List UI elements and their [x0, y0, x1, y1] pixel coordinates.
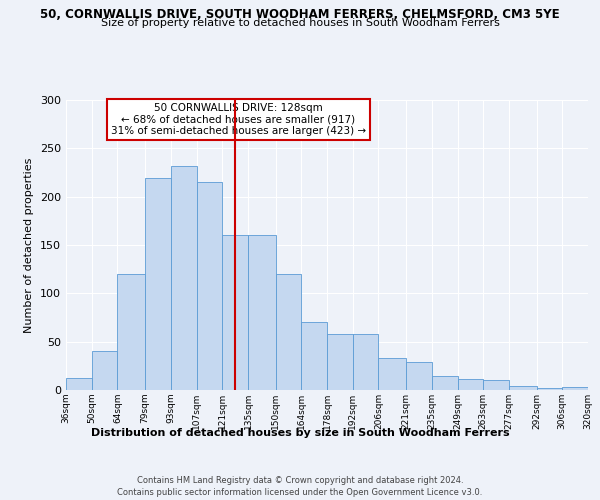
Text: Size of property relative to detached houses in South Woodham Ferrers: Size of property relative to detached ho… — [101, 18, 499, 28]
Bar — [406, 362, 432, 390]
Bar — [379, 358, 406, 390]
Bar — [301, 322, 327, 390]
Text: 50 CORNWALLIS DRIVE: 128sqm
← 68% of detached houses are smaller (917)
31% of se: 50 CORNWALLIS DRIVE: 128sqm ← 68% of det… — [110, 103, 366, 136]
Bar — [275, 274, 301, 390]
Text: 50, CORNWALLIS DRIVE, SOUTH WOODHAM FERRERS, CHELMSFORD, CM3 5YE: 50, CORNWALLIS DRIVE, SOUTH WOODHAM FERR… — [40, 8, 560, 20]
Bar — [145, 178, 171, 390]
Text: Contains public sector information licensed under the Open Government Licence v3: Contains public sector information licen… — [118, 488, 482, 497]
Bar — [562, 387, 588, 390]
Bar — [458, 380, 483, 390]
Bar — [536, 388, 562, 390]
Bar — [118, 274, 145, 390]
Bar — [197, 182, 222, 390]
Bar — [432, 376, 458, 390]
Bar — [92, 352, 118, 390]
Text: Distribution of detached houses by size in South Woodham Ferrers: Distribution of detached houses by size … — [91, 428, 509, 438]
Bar — [171, 166, 197, 390]
Y-axis label: Number of detached properties: Number of detached properties — [25, 158, 34, 332]
Bar — [248, 236, 275, 390]
Bar — [588, 388, 600, 390]
Bar — [353, 334, 379, 390]
Bar — [66, 378, 92, 390]
Bar — [509, 386, 536, 390]
Text: Contains HM Land Registry data © Crown copyright and database right 2024.: Contains HM Land Registry data © Crown c… — [137, 476, 463, 485]
Bar — [222, 236, 248, 390]
Bar — [483, 380, 509, 390]
Bar — [327, 334, 353, 390]
